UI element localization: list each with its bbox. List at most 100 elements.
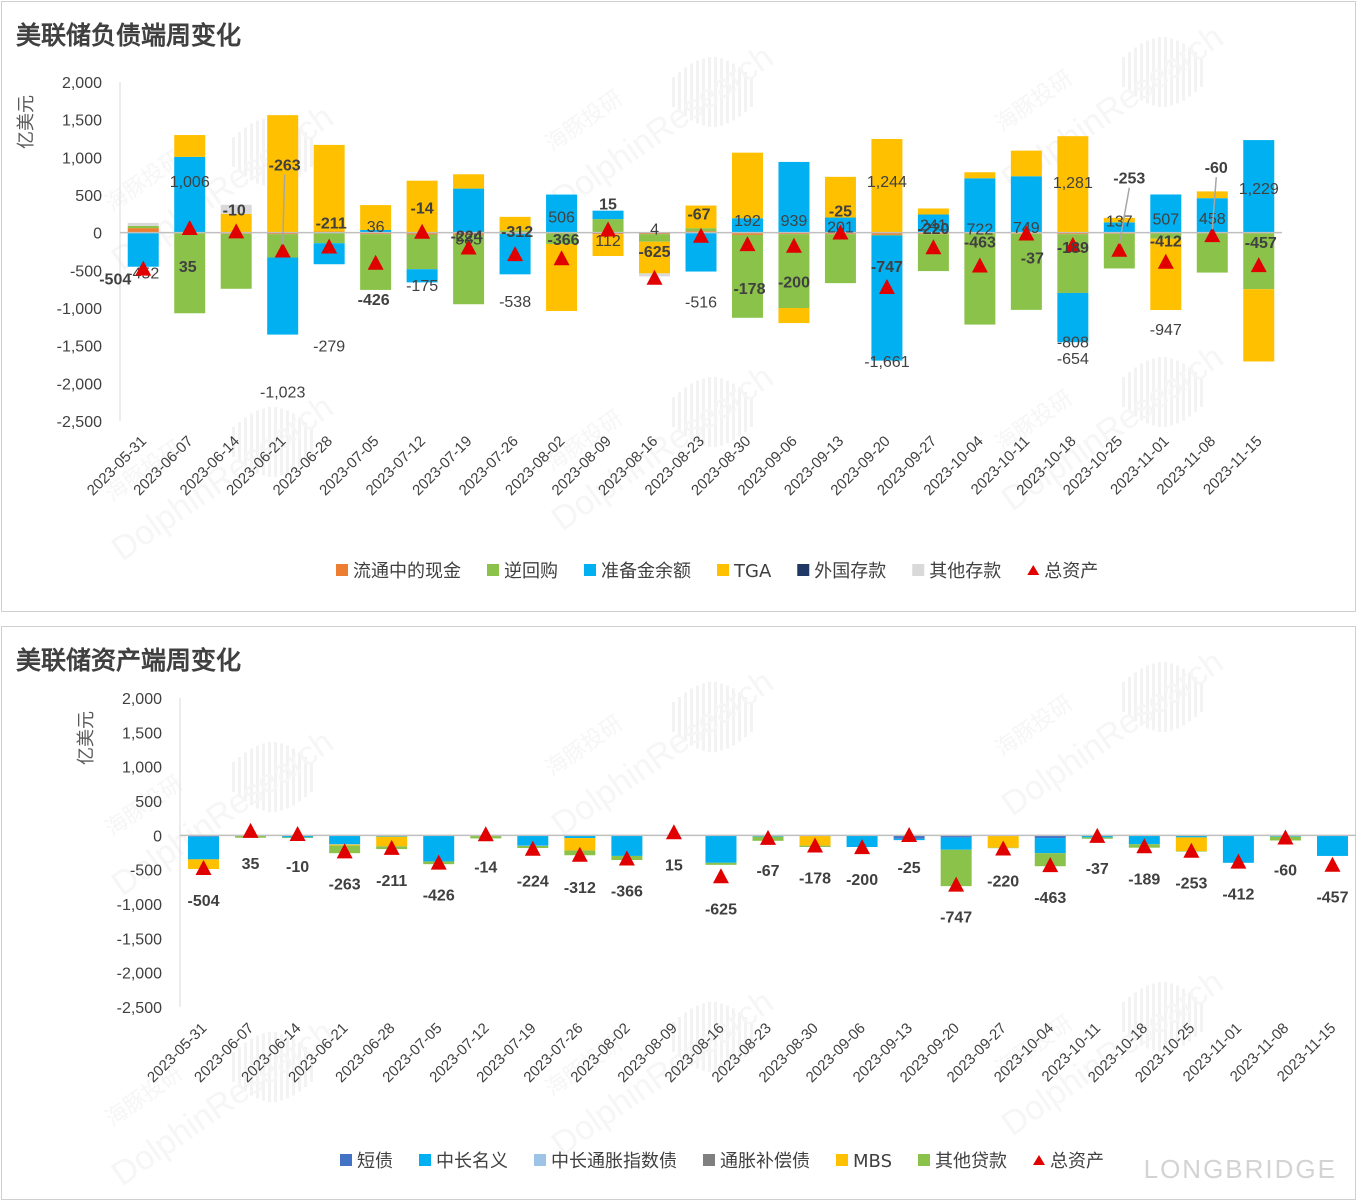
watermark-bar (672, 397, 675, 427)
total-assets-label: -189 (1128, 871, 1160, 888)
watermark-bar (720, 1003, 723, 1071)
watermark-bar (292, 1038, 295, 1096)
liabilities-chart-title: 美联储负债端周变化 (16, 21, 242, 50)
total-assets-label: -747 (940, 910, 972, 927)
watermark-bar (708, 1002, 711, 1072)
watermark-bar (280, 1033, 283, 1101)
total-assets-label: -10 (223, 202, 246, 219)
bar-segment (871, 232, 903, 235)
bar-segment (267, 115, 299, 233)
watermark-bar (1134, 992, 1137, 1042)
watermark-bar (1146, 360, 1149, 424)
total-markers (195, 822, 1341, 892)
watermark-bar (678, 697, 681, 737)
bar-segment (917, 232, 949, 235)
data-label: 36 (367, 219, 385, 236)
watermark-bar (310, 1052, 313, 1082)
watermark-bar (238, 132, 241, 172)
watermark-bar (1134, 367, 1137, 417)
total-assets-label: -463 (964, 235, 996, 252)
watermark-bar (726, 1005, 729, 1069)
bar-segment (1034, 838, 1066, 854)
watermark-bar (1140, 363, 1143, 421)
watermark-bar (286, 745, 289, 809)
bar-segment (360, 205, 392, 230)
watermark-bar (292, 413, 295, 471)
watermark-bar (274, 742, 277, 812)
watermark-bar (1164, 662, 1167, 732)
total-assets-marker (336, 843, 353, 859)
total-assets-marker (1064, 236, 1081, 252)
watermark-bar (1194, 52, 1197, 92)
bar-segment (1150, 238, 1182, 311)
legend-swatch (584, 564, 596, 576)
data-label: 1,281 (1053, 175, 1093, 192)
watermark-bar (738, 67, 741, 117)
data-label: 722 (967, 221, 994, 238)
legend: 短债 中长名义 中长通胀指数债 通胀补偿债 MBS 其他贷款 总资产 (340, 1151, 1104, 1172)
total-assets-marker (181, 220, 198, 236)
watermark-bar (232, 137, 235, 167)
watermark-bar (1122, 1002, 1125, 1032)
legend-label: 流通中的现金 (353, 561, 461, 582)
total-assets-label: -178 (799, 871, 831, 888)
watermark-bar (720, 683, 723, 751)
total-assets-marker (1111, 241, 1128, 257)
watermark-bar (244, 752, 247, 802)
watermark-bar (310, 762, 313, 792)
bar-segment (174, 233, 206, 314)
total-assets-marker (1042, 857, 1059, 873)
bar-segment (705, 862, 737, 865)
bar-segment (871, 234, 903, 236)
total-assets-label: -366 (611, 883, 643, 900)
watermark-bar (750, 702, 753, 732)
watermark-bar (750, 1022, 753, 1052)
watermark-bar (238, 757, 241, 797)
watermark-bar (696, 380, 699, 444)
total-assets-marker (195, 859, 212, 875)
total-assets-marker (1018, 225, 1035, 241)
bar-segment (220, 204, 252, 214)
data-label: 192 (734, 213, 761, 230)
watermark-bar (678, 392, 681, 432)
watermark-bar (298, 752, 301, 802)
watermark-bar (744, 1017, 747, 1057)
watermark-bar (1194, 997, 1197, 1037)
watermark-bar (280, 408, 283, 476)
watermark-bar (726, 685, 729, 749)
watermark-bar (750, 397, 753, 427)
data-label: -1,661 (864, 354, 909, 371)
watermark-bar (1194, 677, 1197, 717)
watermark-bar (1188, 47, 1191, 97)
bar-segment (778, 308, 810, 324)
bar-segment (1316, 835, 1348, 856)
watermark-bar (696, 1005, 699, 1069)
total-assets-label: -463 (1034, 890, 1066, 907)
watermark-bar (1158, 662, 1161, 732)
watermark-bar (268, 407, 271, 477)
bar-segment (1010, 233, 1042, 310)
bar-segment (1010, 150, 1042, 177)
watermark-bar (274, 407, 277, 477)
total-markers (135, 220, 1267, 294)
bar-segment (453, 174, 485, 189)
total-assets-label: -14 (474, 859, 497, 876)
bar-segment (406, 234, 438, 270)
watermark-bar (304, 132, 307, 172)
legend-swatch (487, 564, 499, 576)
watermark-bar (1200, 682, 1203, 712)
total-assets-label: -67 (756, 863, 779, 880)
watermark-bar (1200, 57, 1203, 87)
watermark-bar (732, 383, 735, 441)
watermark-bar (1158, 982, 1161, 1052)
watermark-bar (262, 118, 265, 186)
watermark-bar (1176, 665, 1179, 729)
y-tick-label: -2,000 (117, 966, 162, 983)
total-assets-label: -37 (1021, 250, 1044, 267)
total-assets-marker (739, 236, 756, 252)
watermark-bar (304, 422, 307, 462)
data-label: -279 (313, 339, 345, 356)
data-label: -516 (685, 295, 717, 312)
watermark-bar (256, 745, 259, 809)
watermark-bar (672, 1022, 675, 1052)
